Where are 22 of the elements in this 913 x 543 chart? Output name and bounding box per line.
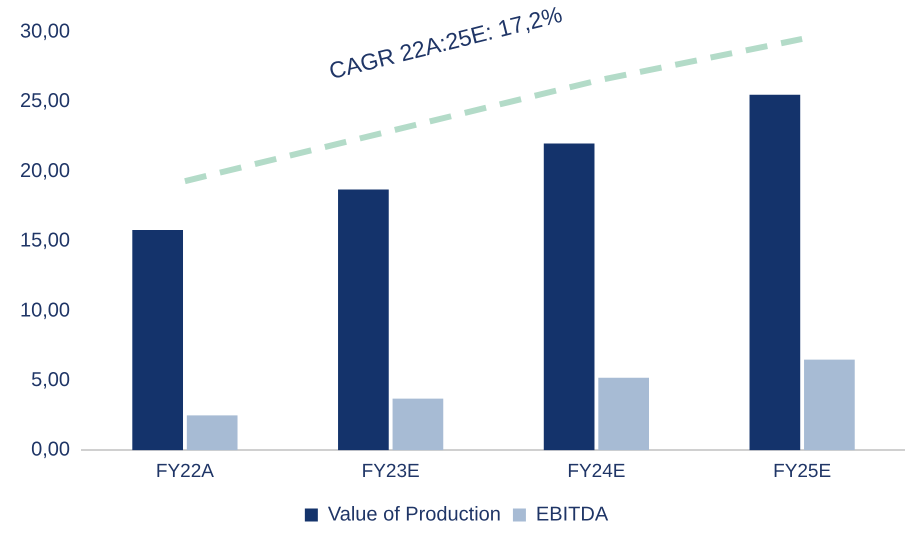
bar: [338, 190, 389, 450]
bar: [132, 230, 184, 450]
y-tick-label: 25,00: [20, 90, 70, 112]
bar: [392, 398, 444, 450]
y-tick-label: 5,00: [31, 369, 70, 392]
bar: [598, 378, 650, 450]
x-tick-label: FY24E: [567, 460, 626, 482]
bar: [804, 360, 855, 450]
x-tick-label: FY25E: [773, 460, 832, 482]
y-tick-label: 15,00: [20, 230, 70, 252]
bar: [186, 415, 238, 450]
x-tick-label: FY23E: [362, 460, 420, 482]
legend-label: EBITDA: [536, 504, 609, 526]
annotation: CAGR 22A:25E: 17,2%: [326, 0, 565, 85]
legend-label: Value of Production: [328, 504, 501, 526]
x-tick-label: FY22A: [156, 460, 214, 482]
y-tick-label: 30,00: [20, 20, 70, 43]
bar: [544, 144, 594, 450]
y-tick-label: 0,00: [31, 438, 70, 461]
y-tick-label: 10,00: [20, 299, 70, 322]
y-tick-label: 20,00: [20, 160, 70, 182]
bar: [750, 94, 800, 450]
